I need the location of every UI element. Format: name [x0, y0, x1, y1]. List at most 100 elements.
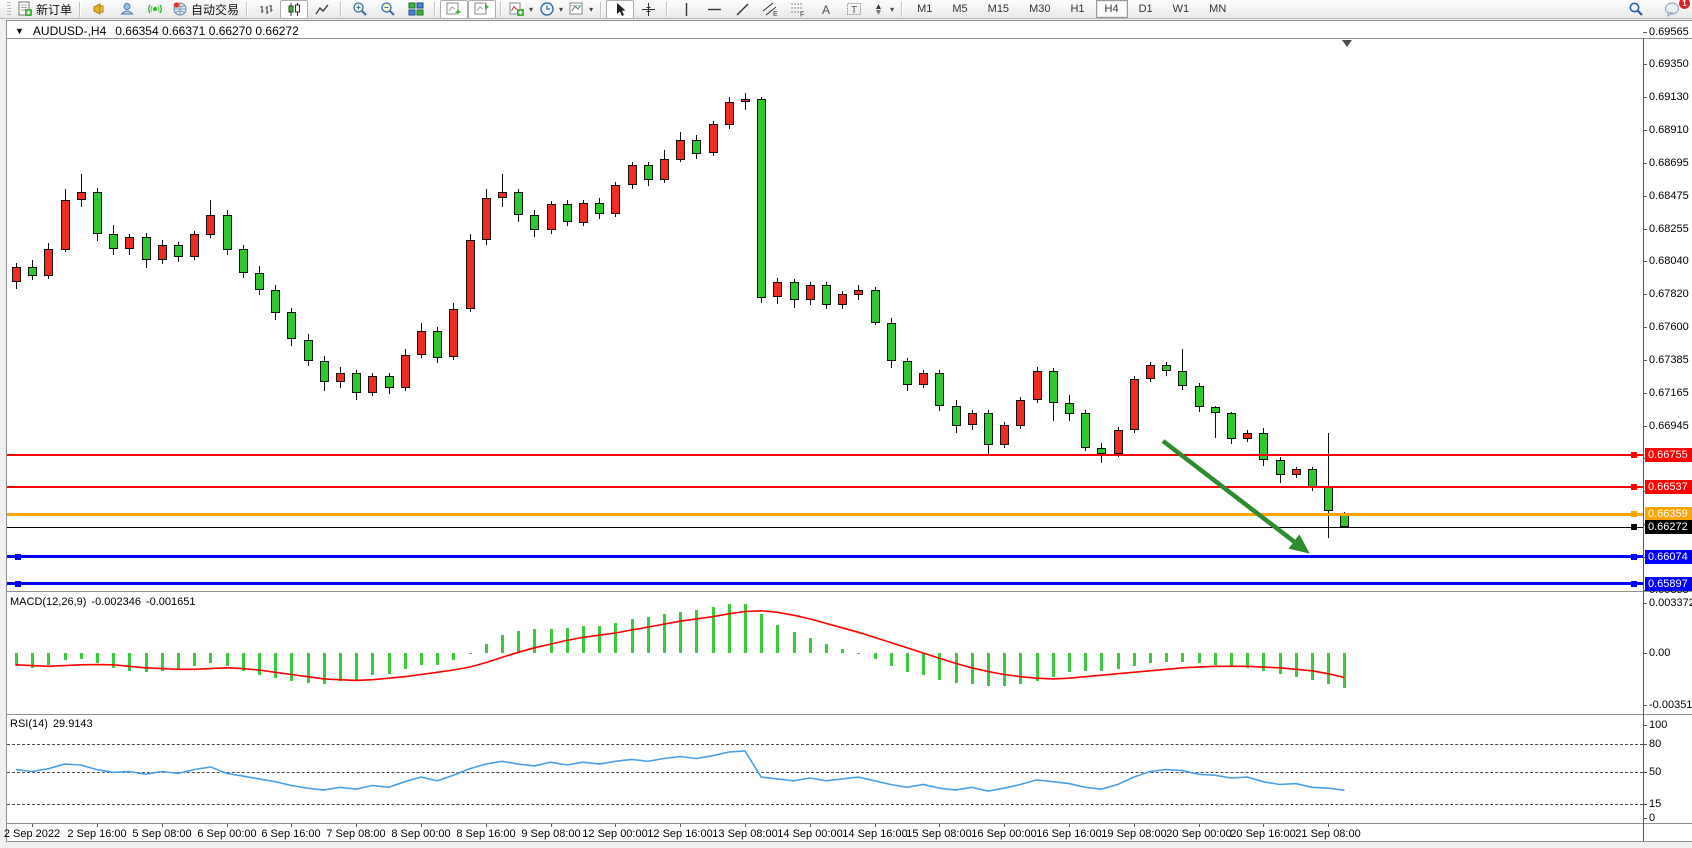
separator [79, 1, 82, 17]
horizontal-line-button[interactable] [700, 0, 728, 19]
new-order-button[interactable]: 新订单 [14, 0, 75, 19]
line-handle[interactable] [15, 554, 21, 560]
toolbar-right-icons: 1 [1622, 0, 1691, 19]
macd-histogram-bar [1116, 653, 1120, 669]
search-icon [1629, 2, 1643, 16]
price-tick-label: 0.67820 [1649, 288, 1689, 300]
fibonacci-button[interactable]: F [784, 0, 812, 19]
crosshair-button[interactable] [634, 0, 662, 19]
candle [239, 249, 248, 273]
line-handle[interactable] [1631, 484, 1637, 490]
price-tick-label: 0.68255 [1649, 223, 1689, 235]
templates-button[interactable]: ▾ [566, 0, 596, 19]
zoom-out-button[interactable] [374, 0, 402, 19]
line-handle[interactable] [1631, 554, 1637, 560]
time-label: 7 Sep 08:00 [326, 828, 386, 840]
macd-histogram-bar [468, 653, 472, 654]
separator [901, 1, 904, 17]
price-line-label: 0.66359 [1645, 507, 1692, 521]
tile-windows-button[interactable] [402, 0, 430, 19]
horizontal-line-object[interactable] [7, 486, 1643, 488]
candle [919, 373, 928, 385]
community-icon [120, 3, 134, 15]
channel-button[interactable]: E [756, 0, 784, 19]
timeframe-button-m15[interactable]: M15 [987, 3, 1010, 15]
svg-text:F: F [800, 12, 804, 18]
time-tick [1328, 824, 1329, 827]
main-macd-separator [6, 591, 1692, 592]
vertical-line-button[interactable] [672, 0, 700, 19]
time-label: 15 Sep 08:00 [906, 828, 972, 840]
macd-histogram-bar [420, 653, 423, 665]
horizontal-line-object[interactable] [7, 582, 1643, 585]
rsi-axis-tick [1643, 744, 1647, 745]
macd-indicator-name: MACD(12,26,9) [10, 596, 87, 608]
line-handle[interactable] [1631, 511, 1637, 517]
macd-histogram-bar [533, 629, 537, 653]
macd-histogram-bar [1100, 653, 1104, 671]
periods-button[interactable]: ▾ [536, 0, 566, 19]
time-label: 14 Sep 16:00 [842, 828, 908, 840]
chat-button[interactable]: 1 [1658, 0, 1691, 19]
auto-scroll-button[interactable] [440, 0, 469, 19]
indicators-icon [509, 2, 525, 16]
macd-histogram-bar [501, 635, 504, 653]
macd-histogram-bar [744, 604, 747, 653]
indicators-button[interactable]: ▾ [506, 0, 536, 19]
one-click-expander-icon[interactable]: ▼ [15, 26, 24, 36]
line-handle[interactable] [1631, 452, 1637, 458]
community-button[interactable] [113, 0, 141, 19]
cursor-button[interactable] [606, 0, 635, 19]
candle [174, 245, 183, 257]
timeframe-button-m30[interactable]: M30 [1029, 3, 1051, 15]
megaphone-icon [93, 3, 104, 15]
macd-histogram-bar [663, 614, 666, 653]
candle [773, 282, 782, 297]
chart-shift-button[interactable] [468, 0, 497, 19]
arrows-button[interactable]: ▾ [868, 0, 897, 19]
macd-histogram-bar [598, 626, 602, 653]
timeframe-button-h4[interactable]: H4 [1095, 0, 1128, 18]
candle [968, 413, 977, 425]
time-label: 8 Sep 00:00 [391, 828, 451, 840]
candle [1292, 469, 1301, 475]
time-tick [486, 824, 487, 827]
label-button[interactable]: T [840, 0, 868, 19]
timeframe-button-w1[interactable]: W1 [1172, 3, 1190, 15]
timeframe-button-m1[interactable]: M1 [917, 3, 933, 15]
line-handle[interactable] [15, 581, 21, 587]
horizontal-line-object[interactable] [7, 513, 1643, 516]
trendline-button[interactable] [728, 0, 756, 19]
text-button[interactable]: A [812, 0, 840, 19]
macd-histogram-bar [193, 653, 197, 666]
zoom-in-button[interactable] [346, 0, 374, 19]
horizontal-line-object[interactable] [7, 454, 1643, 456]
search-button[interactable] [1622, 0, 1650, 19]
horizontal-line-object[interactable] [7, 527, 1643, 528]
time-label: 12 Sep 16:00 [647, 828, 713, 840]
megaphone-button[interactable] [85, 0, 113, 19]
line-handle[interactable] [1631, 524, 1637, 530]
line-handle[interactable] [1631, 581, 1637, 587]
line-chart-button[interactable] [308, 0, 336, 19]
macd-histogram-bar [322, 653, 326, 684]
candlestick-chart-button[interactable] [280, 0, 309, 19]
horizontal-line-object[interactable] [7, 555, 1643, 558]
signals-button[interactable] [141, 0, 169, 19]
timeframe-button-h1[interactable]: H1 [1070, 3, 1085, 15]
bar-chart-button[interactable] [252, 0, 280, 19]
candle [676, 140, 685, 160]
chart-window: ▼ AUDUSD-,H4 0.66354 0.66371 0.66270 0.6… [6, 20, 1692, 842]
macd-histogram-bar [112, 653, 116, 668]
timeframe-button-mn[interactable]: MN [1209, 3, 1227, 15]
macd-histogram-bar [922, 653, 926, 675]
svg-text:T: T [851, 5, 857, 16]
macd-histogram-bar [209, 653, 213, 663]
macd-histogram-bar [241, 653, 245, 671]
timeframe-button-m5[interactable]: M5 [952, 3, 968, 15]
macd-histogram-bar [614, 623, 618, 653]
candle [1016, 400, 1025, 426]
autotrading-button[interactable]: 自动交易 [169, 0, 242, 19]
timeframe-button-d1[interactable]: D1 [1138, 3, 1153, 15]
signals-icon [148, 4, 162, 14]
